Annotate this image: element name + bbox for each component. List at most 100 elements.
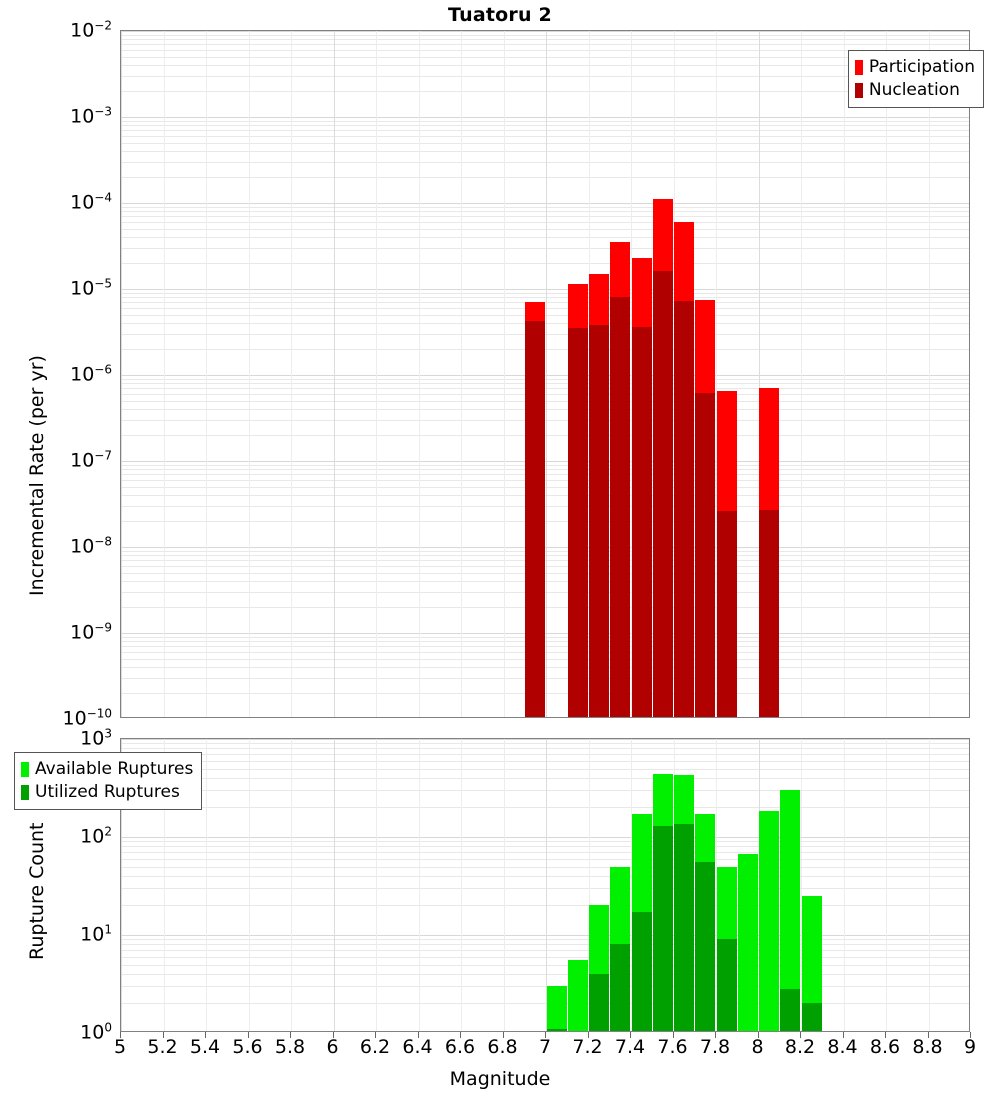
bar-segment-utilized: [631, 912, 652, 1031]
x-tick-label: 8.4: [827, 1036, 858, 1058]
x-tick-mark: [970, 1032, 971, 1038]
x-tick-label: 6.2: [359, 1036, 391, 1058]
bar-segment-nucleation: [652, 271, 673, 717]
legend-swatch-icon: [854, 59, 863, 75]
x-tick-mark: [800, 1032, 801, 1038]
x-tick-mark: [842, 1032, 844, 1038]
bar-segment-nucleation: [631, 327, 652, 717]
x-tick-mark: [885, 1032, 886, 1038]
x-tick-mark: [205, 1032, 206, 1038]
x-tick-label: 7.4: [614, 1036, 646, 1058]
bar: [716, 867, 737, 1031]
x-tick-label: 8: [751, 1036, 764, 1058]
x-tick-label: 5.2: [147, 1036, 178, 1058]
bar-segment-utilized: [801, 1003, 822, 1031]
bar-segment-nucleation: [716, 511, 737, 717]
bar: [759, 810, 780, 1031]
legend-item: Utilized Ruptures: [21, 781, 193, 804]
bar-segment-utilized: [546, 1028, 567, 1031]
bar: [567, 960, 588, 1031]
x-tick-mark: [630, 1032, 631, 1038]
y-tick-label: 10−4: [70, 190, 112, 214]
x-tick-mark: [502, 1032, 504, 1038]
bar-segment-available: [801, 896, 822, 1031]
bar: [652, 199, 673, 717]
y-tick-label: 102: [80, 824, 112, 848]
bar-segment-utilized: [589, 973, 610, 1031]
bar-series-bottom: [121, 739, 969, 1031]
x-tick-label: 7.2: [572, 1036, 603, 1058]
legend-item: Participation: [854, 56, 975, 79]
bar-series-top: [121, 31, 969, 717]
x-tick-mark: [460, 1032, 461, 1038]
y-axis-label-top: Incremental Rate (per yr): [26, 355, 48, 596]
x-tick-label: 8.8: [912, 1036, 943, 1058]
x-tick-label: 7: [538, 1036, 552, 1058]
x-tick-mark: [757, 1032, 759, 1038]
bar: [737, 854, 758, 1031]
y-tick-label: 101: [80, 922, 112, 946]
bar: [610, 242, 631, 717]
legend-label: Available Ruptures: [35, 759, 194, 779]
y-tick-label: 10−2: [70, 18, 112, 42]
y-tick-label: 10−10: [62, 706, 112, 730]
x-tick-label: 6.6: [444, 1036, 476, 1058]
bar: [610, 866, 631, 1031]
y-tick-label: 10−7: [70, 448, 112, 472]
x-tick-mark: [417, 1032, 419, 1038]
page-title: Tuatoru 2: [448, 4, 552, 26]
x-tick-mark: [927, 1032, 929, 1038]
y-tick-label: 103: [80, 726, 112, 750]
x-tick-label: 5.6: [232, 1036, 263, 1058]
bar: [801, 896, 822, 1031]
bar: [525, 302, 546, 717]
bar: [695, 299, 716, 717]
x-tick-mark: [247, 1032, 249, 1038]
legend-item: Available Ruptures: [21, 758, 193, 781]
bar-segment-utilized: [695, 862, 716, 1031]
bar-segment-nucleation: [567, 328, 588, 717]
y-tick-label: 10−6: [70, 362, 112, 386]
bar: [695, 814, 716, 1031]
x-tick-mark: [375, 1032, 376, 1038]
x-tick-mark: [290, 1032, 291, 1038]
legend-swatch-icon: [854, 82, 863, 98]
x-tick-mark: [587, 1032, 589, 1038]
plot-panel-incremental-rate: [120, 30, 970, 718]
x-tick-label: 6: [326, 1036, 339, 1058]
x-tick-label: 5.8: [274, 1036, 306, 1058]
x-tick-mark: [332, 1032, 334, 1038]
bar: [567, 283, 588, 717]
x-tick-label: 7.6: [657, 1036, 688, 1058]
x-tick-mark: [162, 1032, 164, 1038]
bar-segment-available: [546, 986, 567, 1031]
x-tick-label: 6.4: [402, 1036, 433, 1058]
x-tick-label: 5.4: [189, 1036, 221, 1058]
bar-segment-nucleation: [610, 297, 631, 717]
x-tick-label: 9: [963, 1036, 977, 1058]
legend-bottom: Available Ruptures Utilized Ruptures: [14, 752, 203, 810]
legend-label: Participation: [868, 57, 975, 77]
x-axis-label: Magnitude: [449, 1068, 551, 1090]
bar-segment-available: [737, 854, 758, 1031]
x-tick-mark: [120, 1032, 121, 1038]
legend-top: Participation Nucleation: [847, 50, 984, 108]
bar: [652, 773, 673, 1031]
gridlines-bottom: [121, 739, 969, 1031]
x-tick-mark: [672, 1032, 674, 1038]
legend-swatch-icon: [21, 784, 29, 800]
bar: [631, 257, 652, 717]
bar: [631, 814, 652, 1031]
y-tick-label: 100: [80, 1020, 112, 1044]
bar-segment-utilized: [610, 944, 631, 1031]
y-tick-label: 10−8: [70, 534, 112, 558]
bar-segment-utilized: [652, 825, 673, 1031]
bar: [759, 388, 780, 717]
bar: [716, 391, 737, 717]
bar: [674, 222, 695, 717]
bar-segment-available: [567, 960, 588, 1031]
legend-swatch-icon: [21, 761, 29, 777]
x-tick-label: 6.8: [487, 1036, 518, 1058]
bar-segment-utilized: [716, 939, 737, 1031]
